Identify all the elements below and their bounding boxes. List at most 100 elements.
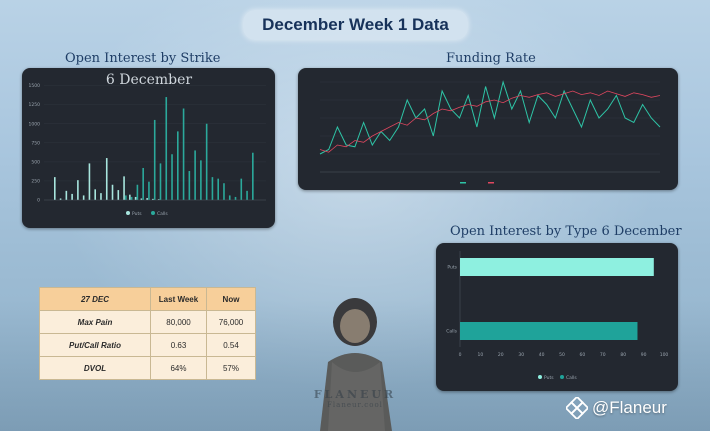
- x-tick-label: 60: [580, 352, 586, 358]
- y-tick-label: 0: [37, 198, 40, 204]
- bar-calls: [228, 195, 231, 200]
- y-category-label: Puts: [447, 265, 457, 271]
- y-tick-label: 250: [31, 178, 40, 184]
- price-series-line: [319, 90, 661, 153]
- y-tick-label: 1000: [29, 121, 41, 127]
- oi-type-panel: 0 10 20 30 40 50 60 70 80 90 100 Puts Calls Puts Calls: [436, 243, 678, 391]
- diamond-logo-icon: [566, 397, 588, 419]
- bar-puts: [460, 258, 654, 276]
- bar-calls: [130, 196, 133, 200]
- table-cell: 76,000: [206, 310, 256, 334]
- brand-name: FLANEUR: [313, 388, 397, 401]
- oi-strike-chart-title: 6 December: [106, 72, 193, 88]
- person-silhouette: [320, 298, 392, 431]
- bar-calls: [211, 177, 214, 200]
- bar-puts: [157, 199, 160, 200]
- oi-type-title: Open Interest by Type 6 December: [450, 224, 682, 239]
- table-cell: 57%: [206, 356, 256, 380]
- legend-marker: [538, 375, 542, 379]
- bar-puts: [100, 193, 102, 200]
- table-cell: 0.54: [206, 333, 256, 357]
- x-tick-label: 10: [478, 352, 484, 358]
- bar-calls: [234, 196, 237, 200]
- bar-calls: [200, 160, 202, 200]
- brand-sub: Flaneur.cool: [327, 401, 383, 409]
- handle-text: @Flaneur: [592, 398, 667, 417]
- y-tick-label: 1250: [29, 102, 41, 108]
- social-handle[interactable]: @Flaneur: [566, 397, 667, 419]
- bar-puts: [140, 198, 143, 200]
- bar-calls: [194, 150, 196, 200]
- bar-puts: [71, 193, 73, 200]
- bar-puts: [54, 177, 56, 200]
- bar-puts: [152, 198, 154, 200]
- table-cell: 64%: [150, 356, 207, 380]
- legend-marker-price: [488, 182, 494, 184]
- bar-calls: [182, 108, 185, 200]
- brand-watermark: FLANEUR Flaneur.cool: [310, 388, 400, 409]
- bar-puts: [59, 198, 62, 200]
- oi-strike-panel: 6 December 0 250 500 750 1000 1250 1500 Puts Call…: [22, 68, 275, 228]
- legend-marker: [560, 375, 564, 379]
- bar-calls: [177, 131, 179, 200]
- bar-puts: [146, 198, 148, 200]
- x-tick-label: 90: [641, 352, 647, 358]
- legend-label: Puts: [544, 375, 554, 381]
- y-tick-label: 750: [31, 140, 40, 146]
- bar-calls: [460, 322, 638, 340]
- funding-panel: [298, 68, 678, 190]
- y-tick-label: 500: [31, 159, 40, 165]
- x-tick-label: 0: [459, 352, 462, 358]
- table-cell: 0.63: [150, 333, 207, 357]
- legend-label: Calls: [566, 375, 577, 381]
- legend-label: Puts: [132, 211, 142, 217]
- x-tick-label: 100: [660, 352, 669, 358]
- page-title-banner: December Week 1 Data: [243, 10, 468, 40]
- bar-puts: [94, 189, 96, 200]
- legend-marker-funding: [460, 182, 466, 184]
- x-tick-label: 40: [539, 352, 545, 358]
- bar-calls: [153, 119, 156, 200]
- oi-type-chart: 0 10 20 30 40 50 60 70 80 90 100 Puts Calls Puts Calls: [446, 251, 669, 381]
- table-cell: Put/Call Ratio: [39, 333, 151, 357]
- x-tick-label: 80: [620, 352, 626, 358]
- oi-strike-chart: 6 December 0 250 500 750 1000 1250 1500 Puts Call…: [29, 72, 266, 217]
- bar-calls: [240, 178, 243, 200]
- bar-calls: [171, 154, 173, 200]
- table-row: Put/Call Ratio 0.63 0.54: [39, 333, 256, 357]
- bar-puts: [77, 180, 79, 200]
- page-title: December Week 1 Data: [262, 15, 449, 34]
- bar-puts: [88, 163, 91, 200]
- comparison-table: 27 DEC Last Week Now Max Pain 80,000 76,…: [39, 287, 256, 380]
- bar-puts: [129, 194, 131, 200]
- table-cell: 80,000: [150, 310, 207, 334]
- x-tick-label: 30: [518, 352, 524, 358]
- oi-strike-title: Open Interest by Strike: [65, 51, 221, 66]
- bar-puts: [123, 176, 125, 200]
- table-row: DVOL 64% 57%: [39, 356, 256, 380]
- bar-puts: [134, 196, 137, 200]
- bar-calls: [136, 184, 139, 200]
- x-tick-label: 20: [498, 352, 504, 358]
- funding-title: Funding Rate: [446, 51, 536, 66]
- bar-puts: [82, 195, 85, 200]
- funding-series-line: [319, 80, 661, 155]
- bar-calls: [246, 190, 248, 200]
- y-category-label: Calls: [446, 329, 457, 335]
- bar-calls: [188, 171, 191, 200]
- table-cell: DVOL: [39, 356, 151, 380]
- bar-calls: [148, 181, 150, 200]
- y-tick-label: 1500: [29, 83, 41, 89]
- bar-puts: [111, 184, 114, 200]
- bar-calls: [159, 163, 162, 200]
- bar-calls: [205, 123, 208, 200]
- table-cell: Max Pain: [39, 310, 151, 334]
- bar-calls: [223, 183, 225, 200]
- legend-marker: [126, 211, 130, 215]
- bar-puts: [65, 190, 68, 200]
- table-header-now: Now: [206, 287, 256, 311]
- bar-calls: [217, 178, 219, 200]
- x-tick-label: 70: [600, 352, 606, 358]
- funding-chart: [319, 80, 661, 184]
- bar-calls: [125, 195, 127, 200]
